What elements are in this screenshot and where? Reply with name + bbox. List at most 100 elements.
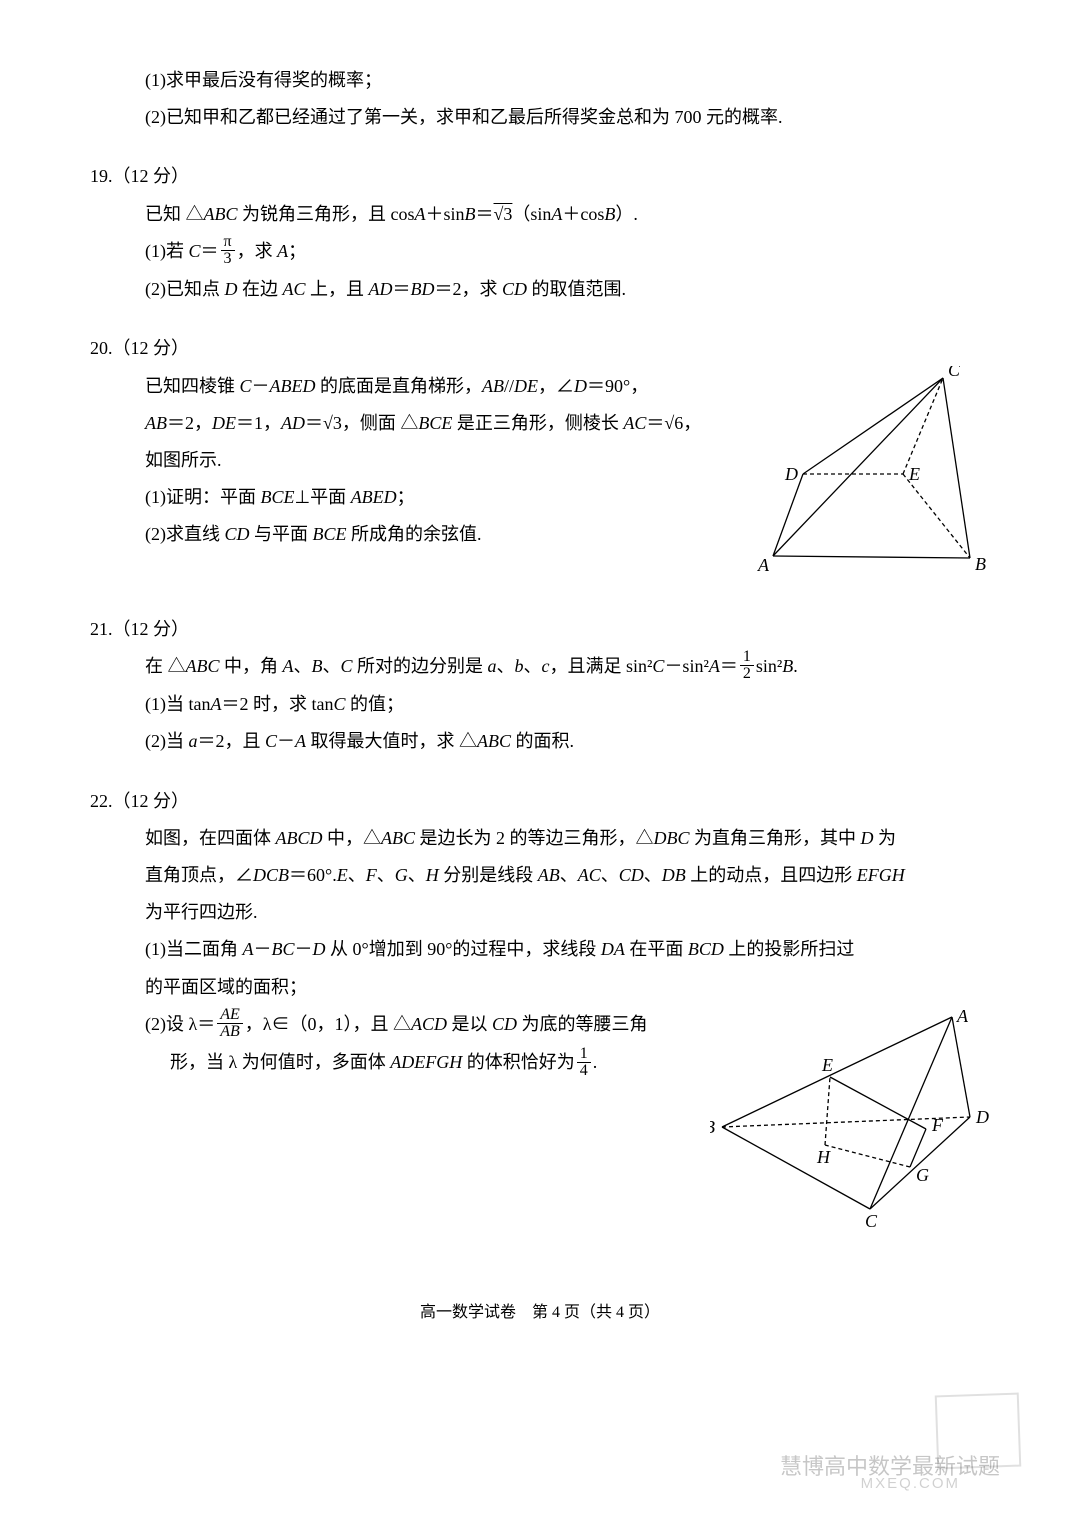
svg-text:C: C <box>865 1211 878 1227</box>
text: 为 <box>874 828 897 848</box>
text: (1)当 tan <box>145 694 210 714</box>
text: 、 <box>377 865 395 885</box>
q21-intro: 在 △ABC 中，角 A、B、C 所对的边分别是 a、b、c，且满足 sin²C… <box>90 649 990 684</box>
text: (1)当二面角 <box>145 939 243 959</box>
text: ADEFGH <box>390 1052 462 1072</box>
text: . <box>593 1052 598 1072</box>
text: ABCD <box>276 828 323 848</box>
denominator: AB <box>217 1024 243 1040</box>
text: CD <box>225 524 250 544</box>
text: ABC <box>381 828 415 848</box>
stamp-icon <box>935 1393 1022 1470</box>
text: A <box>551 204 562 224</box>
text: (1)若 <box>145 241 189 261</box>
text: F <box>366 865 377 885</box>
problem-18-tail: (1)求甲最后没有得奖的概率； (2)已知甲和乙都已经通过了第一关，求甲和乙最后… <box>90 63 990 134</box>
text: 、 <box>348 865 366 885</box>
text: ＝1， <box>236 413 281 433</box>
watermark-url: MXEQ.COM <box>861 1470 960 1499</box>
text: ABC <box>186 656 220 676</box>
text: D <box>225 279 238 299</box>
text: 取得最大值时，求 △ <box>306 731 477 751</box>
text: B <box>312 656 323 676</box>
text: 为底的等腰三角 <box>517 1014 648 1034</box>
svg-text:A: A <box>956 1007 969 1026</box>
text: CD <box>492 1014 517 1034</box>
text: 在边 <box>238 279 283 299</box>
text: 、 <box>560 865 578 885</box>
text: DB <box>662 865 686 885</box>
text: 从 0°增加到 90°的过程中，求线段 <box>326 939 601 959</box>
numerator: π <box>221 234 235 251</box>
text: G <box>395 865 408 885</box>
text: BCD <box>688 939 724 959</box>
q18-sub1: (1)求甲最后没有得奖的概率； <box>90 63 990 97</box>
text: D <box>313 939 326 959</box>
text: － <box>277 731 295 751</box>
text: ＝ <box>720 656 738 676</box>
text: D <box>861 828 874 848</box>
text: BCE <box>418 413 452 433</box>
text: ＝2 时，求 tan <box>221 694 333 714</box>
text: ＝2，求 <box>435 279 503 299</box>
text: － <box>254 939 272 959</box>
fraction: 12 <box>740 649 754 682</box>
text: C <box>240 376 252 396</box>
text: ，侧面 △ <box>342 413 419 433</box>
text: ＝ <box>393 279 411 299</box>
text: (2)求直线 <box>145 524 225 544</box>
text: D <box>574 376 587 396</box>
text: (2)设 λ＝ <box>145 1014 215 1034</box>
svg-text:B: B <box>975 554 986 574</box>
pyramid-figure: ABCDE <box>745 366 990 576</box>
svg-text:C: C <box>948 366 961 380</box>
numerator: AE <box>217 1007 243 1024</box>
text: 分别是线段 <box>439 865 538 885</box>
text: － <box>252 376 270 396</box>
text: －sin² <box>664 656 708 676</box>
text: E <box>337 865 348 885</box>
text: BCE <box>313 524 347 544</box>
q20-header: 20.（12 分） <box>90 331 990 365</box>
text: AD <box>369 279 393 299</box>
text: － <box>295 939 313 959</box>
text: B <box>465 204 476 224</box>
text: BC <box>272 939 295 959</box>
q21-sub2: (2)当 a＝2，且 C－A 取得最大值时，求 △ABC 的面积. <box>90 724 990 758</box>
problem-20: 20.（12 分） ABCDE 已知四棱锥 C－ABED 的底面是直角梯形，AB… <box>90 331 990 586</box>
svg-text:D: D <box>784 464 798 484</box>
text: ABED <box>351 487 397 507</box>
text: A <box>210 694 221 714</box>
text: DCB <box>253 865 289 885</box>
q20-figure: ABCDE <box>745 366 990 587</box>
text: BD <box>411 279 435 299</box>
text: ，求 <box>237 241 278 261</box>
text: 所成角的余弦值. <box>347 524 482 544</box>
text: 是边长为 2 的等边三角形，△ <box>415 828 654 848</box>
q22-figure: ABCDEFGH <box>710 1007 990 1238</box>
svg-text:A: A <box>757 555 770 575</box>
text: ＝90°， <box>587 376 648 396</box>
text: ，且满足 sin² <box>550 656 653 676</box>
svg-text:B: B <box>710 1117 715 1137</box>
q22-line2: 直角顶点，∠DCB＝60°.E、F、G、H 分别是线段 AB、AC、CD、DB … <box>90 858 990 892</box>
text: A <box>709 656 720 676</box>
text: . <box>793 656 798 676</box>
text: AB <box>538 865 560 885</box>
text: ＝2， <box>167 413 212 433</box>
text: ＋sin <box>426 204 465 224</box>
text: (2)当 <box>145 731 189 751</box>
text: ； <box>397 487 415 507</box>
text: AC <box>578 865 601 885</box>
text: √6 <box>664 413 683 433</box>
text: C <box>652 656 664 676</box>
q21-sub1: (1)当 tanA＝2 时，求 tanC 的值； <box>90 687 990 721</box>
q19-header: 19.（12 分） <box>90 159 990 193</box>
text: 的面积. <box>511 731 574 751</box>
text: 为直角三角形，其中 <box>690 828 861 848</box>
text: ACD <box>411 1014 447 1034</box>
problem-21: 21.（12 分） 在 △ABC 中，角 A、B、C 所对的边分别是 a、b、c… <box>90 612 990 759</box>
text: CD <box>619 865 644 885</box>
text: 、 <box>497 656 515 676</box>
text: ， <box>683 413 701 433</box>
